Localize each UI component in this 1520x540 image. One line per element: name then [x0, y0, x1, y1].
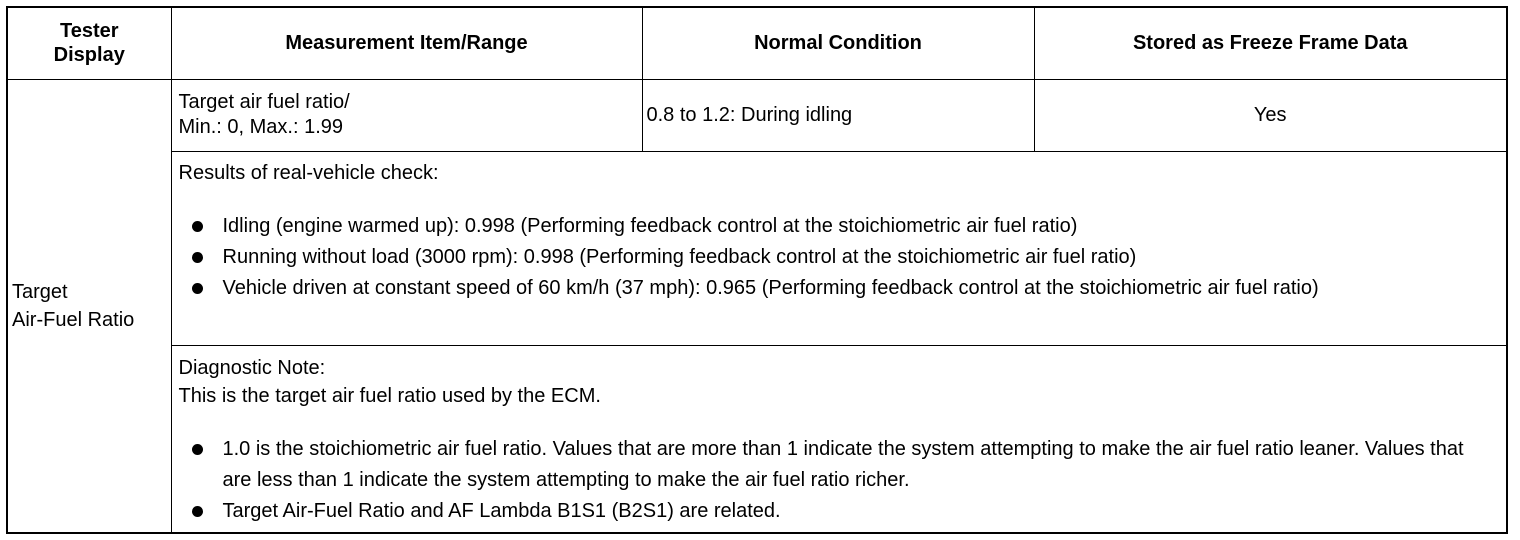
note-cell: Diagnostic Note: This is the target air … — [170, 344, 1508, 534]
text: Diagnostic Note: — [178, 356, 326, 379]
header-cell: Tester Display — [6, 6, 172, 80]
bullet-list: 1.0 is the stoichiometric air fuel ratio… — [179, 434, 1487, 527]
text: Target air fuel ratio/ — [178, 91, 350, 113]
text: Air-Fuel Ratio — [12, 308, 135, 331]
header-cell: Measurement Item/Range — [170, 6, 643, 80]
measurement-cell: Target air fuel ratio/ Min.: 0, Max.: 1.… — [170, 78, 643, 152]
normal-condition-cell: 0.8 to 1.2: During idling — [641, 78, 1035, 152]
bullet-item: 1.0 is the stoichiometric air fuel ratio… — [191, 434, 1487, 496]
text: Min.: 0, Max.: 1.99 — [178, 116, 344, 138]
bullet-item: Vehicle driven at constant speed of 60 k… — [191, 273, 1493, 304]
row: Results of real-vehicle check: Idling (e… — [7, 150, 1508, 346]
row: Diagnostic Note: This is the target air … — [7, 344, 1508, 534]
text: Results of real-vehicle check: — [178, 161, 439, 184]
text: Target — [12, 280, 68, 303]
bullet-item: Idling (engine warmed up): 0.998 (Perfor… — [191, 211, 1493, 242]
data-table: Tester Display Measurement Item/Range No… — [6, 6, 1508, 534]
row: Target Air-Fuel Ratio Target air fuel ra… — [6, 78, 1508, 534]
header-row: Tester Display Measurement Item/Range No… — [6, 6, 1508, 80]
bullet-item: Running without load (3000 rpm): 0.998 (… — [191, 242, 1493, 273]
freeze-frame-cell: Yes — [1033, 78, 1508, 152]
text: This is the target air fuel ratio used b… — [178, 384, 601, 407]
bullet-item: Target Air-Fuel Ratio and AF Lambda B1S1… — [191, 496, 1487, 527]
header-cell: Stored as Freeze Frame Data — [1033, 6, 1508, 80]
bullet-list: Idling (engine warmed up): 0.998 (Perfor… — [179, 211, 1493, 304]
header-cell: Normal Condition — [641, 6, 1035, 80]
results-cell: Results of real-vehicle check: Idling (e… — [170, 150, 1508, 346]
tester-display-cell: Target Air-Fuel Ratio — [6, 78, 172, 534]
